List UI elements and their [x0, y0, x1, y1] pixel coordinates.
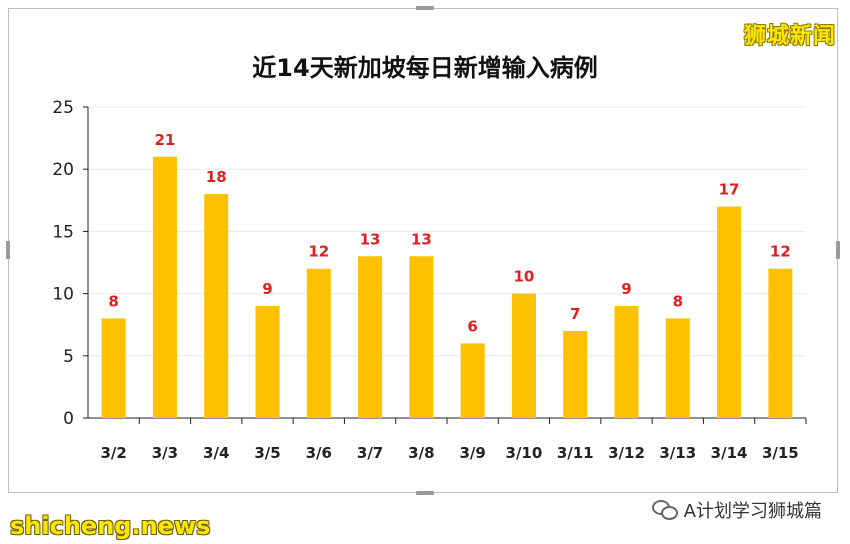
data-label: 18: [206, 168, 227, 186]
bar: [511, 293, 536, 418]
data-label: 8: [108, 292, 118, 310]
y-tick-label: 10: [52, 285, 74, 305]
data-label: 13: [411, 230, 432, 248]
bar: [717, 206, 742, 418]
bar: [101, 318, 126, 418]
y-tick-label: 15: [52, 222, 74, 242]
bar: [768, 268, 793, 418]
bar: [306, 268, 331, 418]
data-label: 17: [719, 181, 740, 199]
data-label: 7: [570, 305, 580, 323]
x-tick-label: 3/8: [408, 444, 434, 462]
bar: [255, 306, 280, 418]
resize-handle-right[interactable]: [836, 241, 840, 259]
x-tick-label: 3/15: [762, 444, 799, 462]
bar: [665, 318, 690, 418]
x-tick-label: 3/6: [306, 444, 332, 462]
bar: [614, 306, 639, 418]
bar: [409, 256, 434, 418]
data-label: 9: [262, 280, 272, 298]
data-label: 9: [621, 280, 631, 298]
x-tick-label: 3/5: [254, 444, 280, 462]
bar: [152, 156, 177, 418]
x-tick-label: 3/12: [608, 444, 645, 462]
chart-title: 近14天新加坡每日新增输入病例: [252, 54, 598, 82]
data-label: 12: [770, 243, 791, 261]
resize-handle-bottom[interactable]: [416, 491, 434, 495]
data-label: 6: [467, 317, 477, 335]
bar: [563, 330, 588, 418]
bar: [460, 343, 485, 418]
data-label: 8: [673, 292, 683, 310]
y-tick-label: 20: [52, 160, 74, 180]
x-tick-label: 3/7: [357, 444, 383, 462]
x-tick-label: 3/3: [152, 444, 178, 462]
bar: [358, 256, 383, 418]
resize-handle-top[interactable]: [416, 6, 434, 10]
x-tick-label: 3/9: [459, 444, 485, 462]
y-tick-label: 0: [63, 409, 74, 429]
brand-watermark-top: 狮城新闻: [743, 24, 836, 49]
x-tick-label: 3/14: [711, 444, 748, 462]
source-credit-text: A计划学习狮城篇: [683, 501, 822, 522]
brand-watermark-bottom: shicheng.news: [10, 512, 211, 540]
data-label: 10: [513, 268, 534, 286]
y-tick-label: 5: [63, 347, 74, 367]
x-tick-label: 3/13: [659, 444, 696, 462]
resize-handle-left[interactable]: [6, 241, 10, 259]
x-tick-label: 3/11: [557, 444, 594, 462]
x-tick-label: 3/2: [100, 444, 126, 462]
y-tick-label: 25: [52, 98, 74, 118]
x-tick-label: 3/4: [203, 444, 229, 462]
source-credit: A计划学习狮城篇: [651, 497, 822, 523]
x-tick-label: 3/10: [506, 444, 543, 462]
data-label: 12: [308, 243, 329, 261]
data-label: 13: [360, 230, 381, 248]
wechat-icon: [651, 500, 678, 520]
data-label: 21: [154, 131, 175, 149]
bar: [204, 194, 229, 418]
